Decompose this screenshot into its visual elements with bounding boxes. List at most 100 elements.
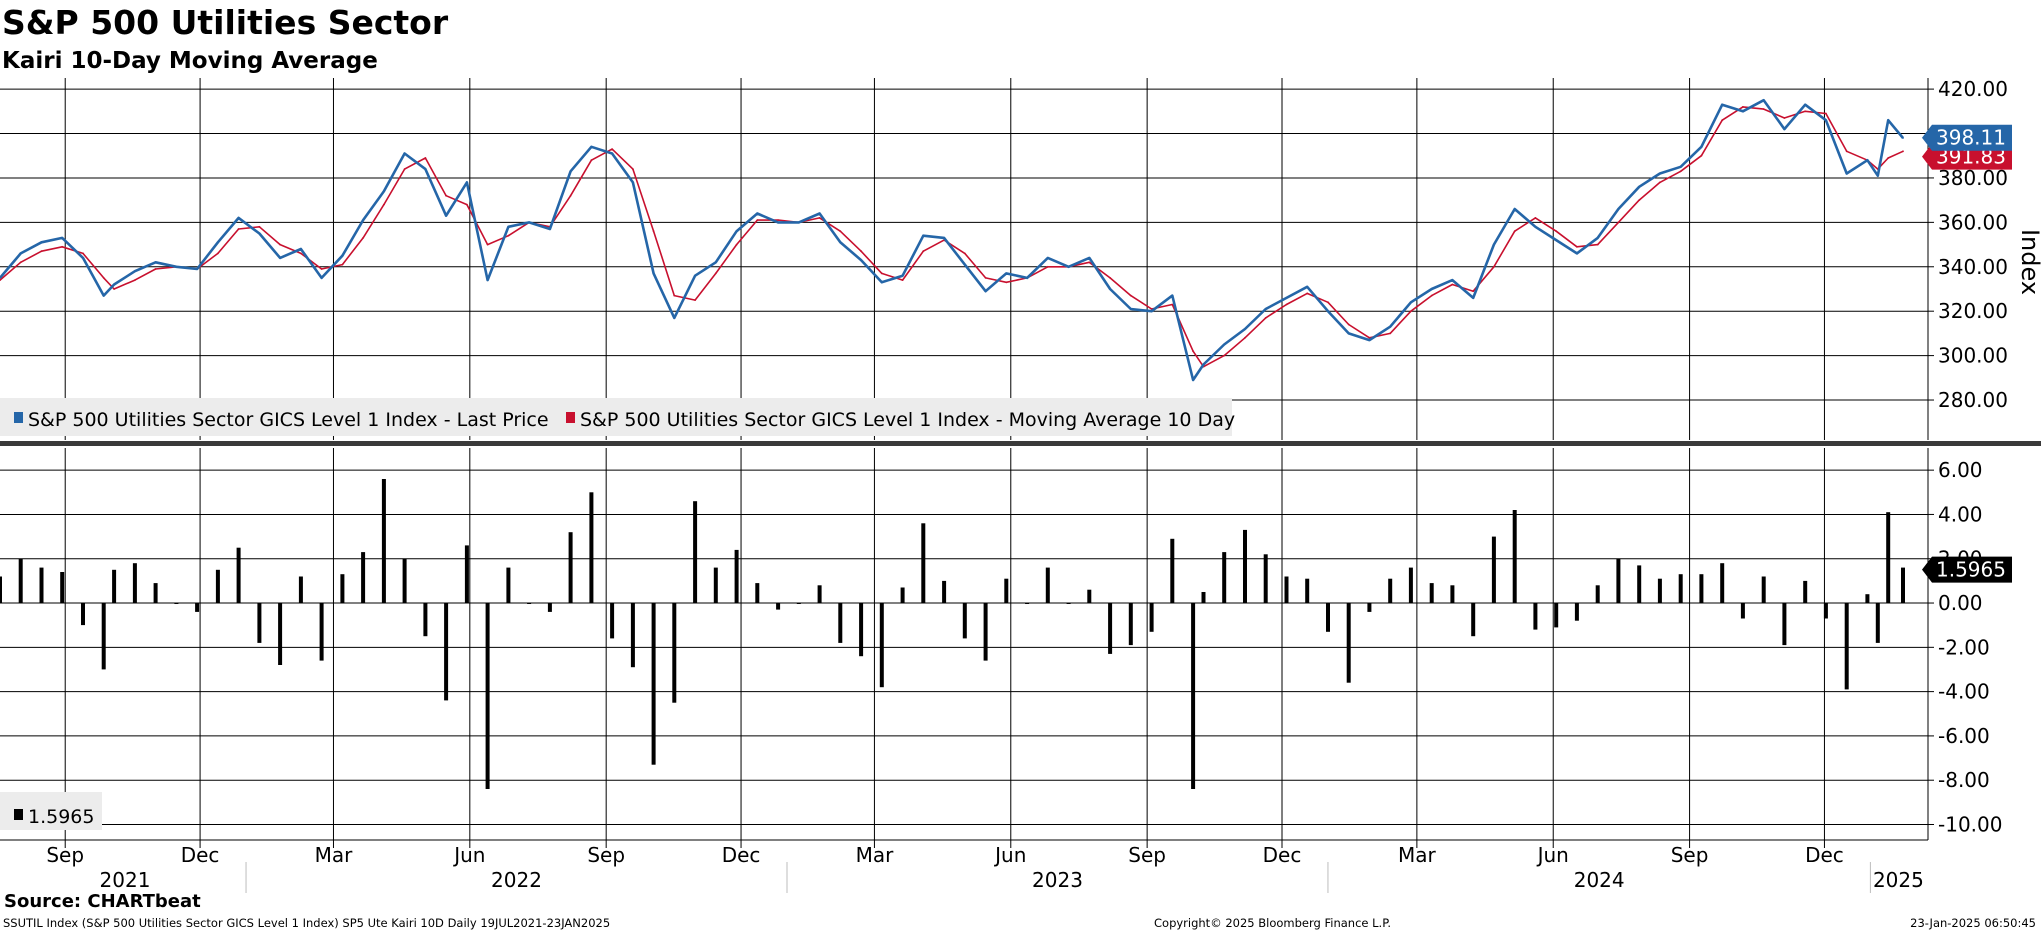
moving-average-line-point <box>590 159 593 162</box>
kairi-bar <box>1450 585 1455 603</box>
last-price-line-point <box>860 259 862 261</box>
kairi-bar <box>962 603 967 639</box>
last-price-line-point <box>1202 363 1205 366</box>
moving-average-line-point <box>714 272 717 275</box>
kairi-bar <box>1191 603 1196 789</box>
price-value-tag: 398.11 <box>1922 124 2012 151</box>
kairi-bar <box>1066 603 1071 604</box>
x-year-label: 2022 <box>491 868 542 892</box>
moving-average-line-point <box>1700 154 1703 157</box>
kairi-bars <box>0 479 1905 789</box>
moving-average-line-point <box>1762 108 1765 110</box>
moving-average-line-point <box>217 252 219 255</box>
kairi-bar <box>817 585 822 603</box>
moving-average-line-point <box>258 225 261 228</box>
moving-average-line-point <box>735 243 738 246</box>
last-price-line-point <box>175 265 178 268</box>
kairi-y-axis: -10.00-8.00-6.00-4.00-2.000.002.004.006.… <box>1928 458 2002 836</box>
kairi-bar <box>1720 563 1725 604</box>
legend-label-last-price: S&P 500 Utilities Sector GICS Level 1 In… <box>28 409 549 431</box>
moving-average-line-point <box>1005 281 1008 284</box>
moving-average-line-point <box>61 245 64 248</box>
moving-average-line-point <box>1472 290 1475 293</box>
kairi-bar <box>651 603 656 765</box>
kairi-bar <box>423 603 428 637</box>
kairi-bar <box>1326 603 1330 632</box>
moving-average-line-point <box>466 203 468 206</box>
moving-average-line-point <box>1534 217 1537 219</box>
moving-average-line-point <box>1617 221 1620 224</box>
moving-average-line-point <box>102 277 105 279</box>
last-price-line-point <box>320 277 323 279</box>
kairi-bar <box>1284 576 1289 604</box>
kairi-bar <box>1201 592 1206 604</box>
footer-info: SSUTIL Index (S&P 500 Utilities Sector G… <box>3 916 610 930</box>
moving-average-line-point <box>1493 265 1495 268</box>
moving-average-line-point <box>1327 301 1329 304</box>
moving-average-line-point <box>756 219 759 222</box>
moving-average-line-point <box>40 250 43 253</box>
kairi-bar <box>900 587 905 603</box>
x-month-label: Sep <box>1671 843 1709 867</box>
last-price-line-point <box>839 241 842 244</box>
last-price-line-point <box>528 221 530 224</box>
last-price-line-point <box>0 277 1 279</box>
last-price-line-point <box>818 212 821 215</box>
kairi-bar <box>859 603 864 657</box>
price-panel: 280.00300.00320.00340.00360.00380.00400.… <box>0 77 2041 440</box>
price-grid <box>0 78 1929 440</box>
kairi-bar <box>1886 512 1891 603</box>
kairi-bar <box>1823 603 1828 619</box>
last-price-line-point <box>963 263 966 266</box>
last-price-line-point <box>1513 208 1516 210</box>
legend-swatch-last-price <box>14 412 23 423</box>
last-price-line-point <box>1389 325 1392 328</box>
kairi-bar <box>153 583 158 603</box>
kairi-bar <box>361 552 366 603</box>
kairi-panel: -10.00-8.00-6.00-4.00-2.000.002.004.006.… <box>0 448 2012 840</box>
moving-average-line-point <box>922 250 925 253</box>
kairi-bar <box>444 603 449 701</box>
moving-average-line-point <box>341 263 344 266</box>
kairi-bar <box>402 558 407 603</box>
kairi-bar <box>1170 538 1175 603</box>
moving-average-line-point <box>1088 261 1091 264</box>
kairi-bar <box>1803 580 1808 603</box>
x-month-label: Mar <box>1398 843 1437 867</box>
kairi-bar <box>1699 574 1704 603</box>
kairi-bar <box>693 501 698 604</box>
last-price-line-point <box>1866 159 1869 162</box>
x-year-label: 2023 <box>1032 868 1083 892</box>
kairi-bar <box>1108 603 1113 654</box>
moving-average-line-point <box>237 228 240 230</box>
last-price-line-point <box>258 232 261 235</box>
source-label: Source: CHARTbeat <box>4 891 201 912</box>
last-price-line-point <box>217 241 219 244</box>
moving-average-line-point <box>1887 157 1890 159</box>
kairi-bar <box>1657 578 1662 604</box>
kairi-bar <box>506 567 511 603</box>
moving-average-line-point <box>1430 294 1433 297</box>
last-price-line-point <box>1026 277 1028 279</box>
kairi-bar <box>1128 603 1133 646</box>
last-price-line-point <box>196 268 199 270</box>
x-month-label: Mar <box>856 843 895 867</box>
moving-average-line-point <box>860 250 862 253</box>
last-price-line-point <box>383 190 385 193</box>
x-month-label: Jun <box>993 843 1026 867</box>
kairi-bar <box>1388 578 1393 604</box>
last-price-line-point <box>756 212 759 215</box>
kairi-bar <box>1574 603 1579 621</box>
kairi-bar <box>174 603 179 604</box>
kairi-bar <box>1025 603 1030 604</box>
last-price-line-point <box>1223 343 1226 346</box>
moving-average-line-point <box>569 194 572 197</box>
moving-average-line-point <box>880 272 883 275</box>
kairi-bar <box>776 603 781 610</box>
moving-average-line-point <box>611 148 613 151</box>
moving-average-line-point <box>1410 310 1412 313</box>
kairi-bar <box>1678 574 1683 603</box>
moving-average-line-point <box>1555 230 1558 233</box>
kairi-bar <box>1243 529 1247 603</box>
moving-average-line-point <box>652 230 655 233</box>
